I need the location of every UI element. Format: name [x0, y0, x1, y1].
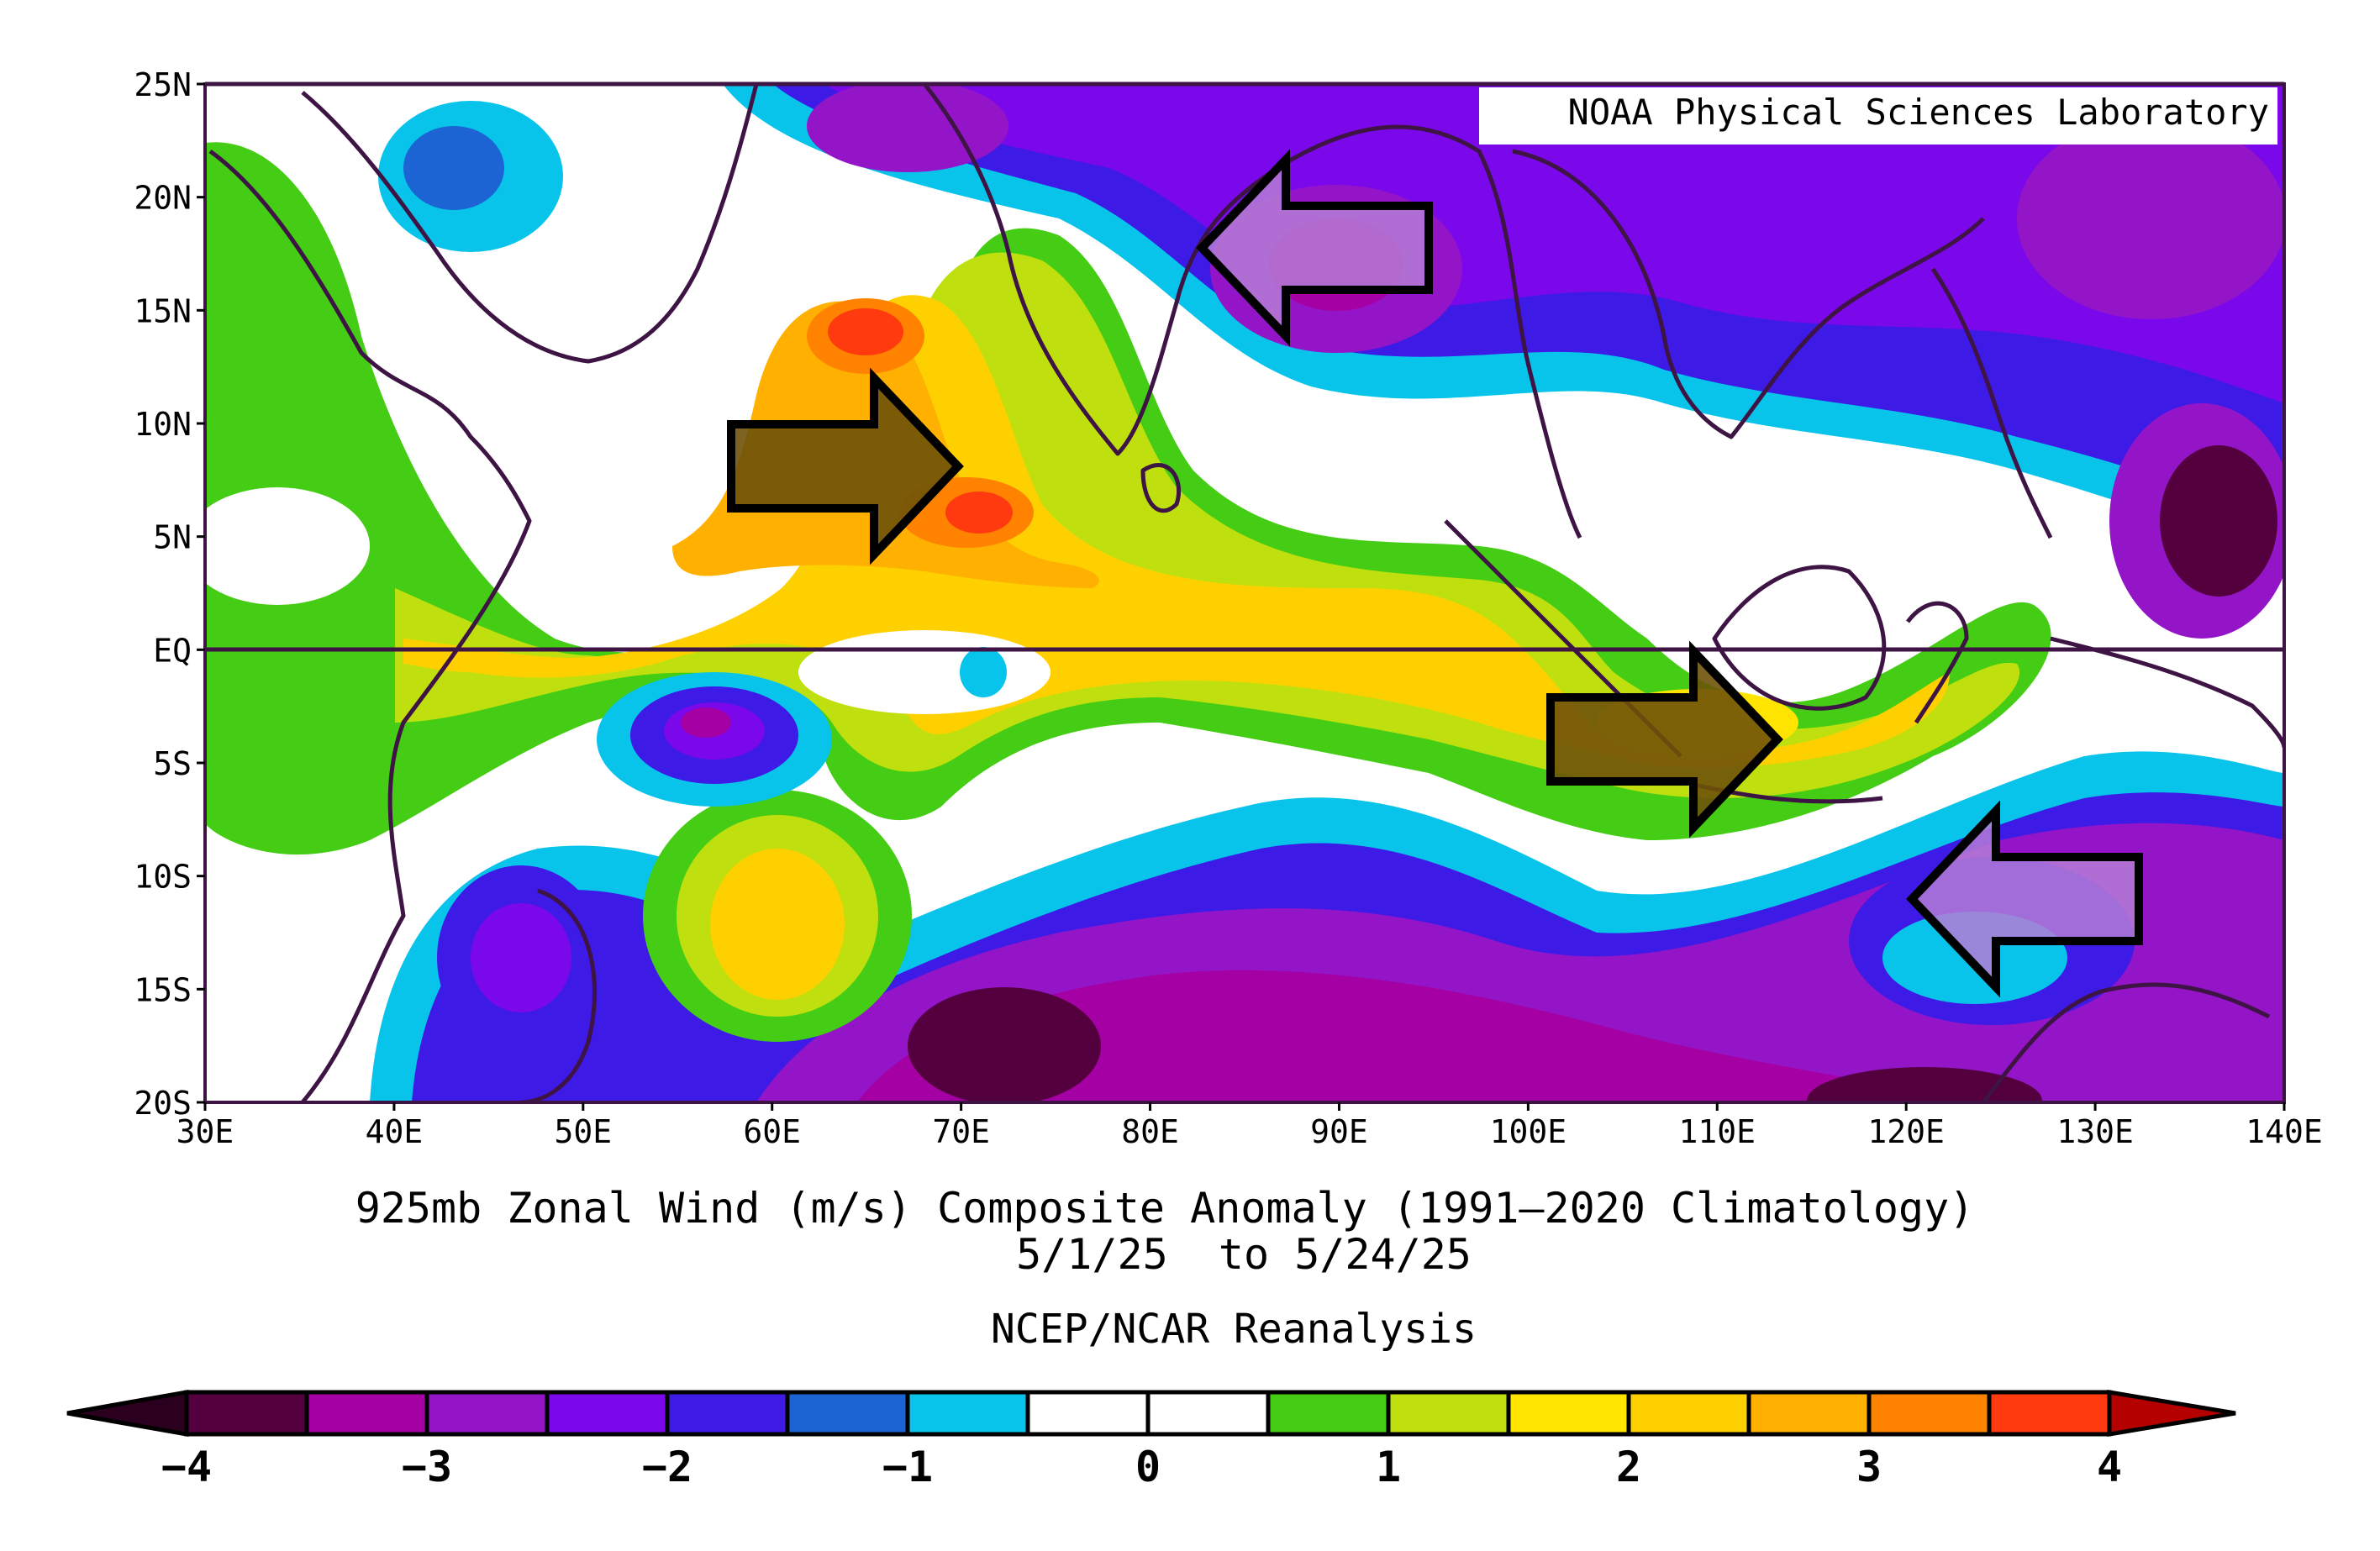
colorbar-tick-label: 1 — [1376, 1443, 1401, 1491]
colorbar-swatch — [1626, 1390, 1751, 1437]
negative-band-south-magenta — [857, 970, 1967, 1102]
longitude-tick-label: 40E — [366, 1113, 424, 1150]
colorbar-tick-label: 4 — [2097, 1443, 2122, 1491]
colorbar-swatch — [665, 1390, 790, 1437]
longitude-tick-label: 30E — [176, 1113, 234, 1150]
colorbar-tick-label: −4 — [161, 1443, 212, 1491]
latitude-tick-label: 20S — [134, 1085, 192, 1122]
coastlines — [208, 84, 2284, 1102]
colorbar-swatch — [1506, 1390, 1631, 1437]
colorbar-swatch — [1025, 1390, 1151, 1437]
colorbar-swatch — [424, 1390, 550, 1437]
zero-patch-north-sumatra — [1437, 420, 1689, 487]
negative-spot-arabia-blue — [403, 126, 504, 210]
latitude-tick-label: 5N — [153, 519, 192, 556]
negative-core-northeast — [2017, 118, 2284, 319]
negative-core-philippines-inner — [2160, 445, 2277, 597]
negative-spot-equatorial-magenta — [681, 707, 731, 738]
positive-band-yellow — [403, 295, 1950, 768]
westward-arrow-bay-of-bengal — [1196, 149, 1433, 347]
colorbar-tick-label: 3 — [1856, 1443, 1882, 1491]
latitude-tick-label: 10S — [134, 859, 192, 896]
longitude-tick-label: 60E — [743, 1113, 801, 1150]
longitude-tick-label: 140E — [2246, 1113, 2323, 1150]
positive-core-arabian-sea-2-inner — [945, 492, 1013, 534]
coast-borneo — [1712, 565, 1887, 711]
negative-spot-small-cyan — [960, 647, 1007, 697]
westward-arrow-timor-sea — [1906, 800, 2143, 998]
zero-patch-east-africa — [205, 487, 370, 605]
colorbar-swatch — [1386, 1390, 1511, 1437]
positive-core-arabian-sea-1-inner — [828, 308, 903, 355]
positive-lobe-south-yellow — [710, 849, 845, 1000]
colorbar-swatch — [1746, 1390, 1872, 1437]
colorbar-tick-label: 2 — [1616, 1443, 1641, 1491]
colorbar-swatch — [1266, 1390, 1391, 1437]
negative-core-south-2 — [1807, 1067, 2042, 1102]
eastward-arrow-arabian-sea — [727, 367, 964, 565]
latitude-tick-label: 25N — [134, 66, 192, 103]
negative-spot-mozambique-purple — [471, 903, 571, 1012]
annotation-arrows — [727, 149, 2143, 998]
coast-se-asia — [1512, 149, 1985, 439]
date-range: 5/1/25 to 5/24/25 — [1016, 1230, 1472, 1279]
latitude-labels: 25N 20N 15N 10N 5N EQ 5S 10S 15S 20S — [134, 66, 205, 1122]
colorbar-over-triangle — [2107, 1390, 2236, 1437]
longitude-tick-label: 130E — [2056, 1113, 2134, 1150]
colorbar-tick-label: −1 — [882, 1443, 933, 1491]
colorbar-swatch — [304, 1390, 429, 1437]
latitude-tick-label: EQ — [153, 632, 192, 669]
negative-core-madagascar-east — [908, 987, 1101, 1102]
coast-africa-arabia — [208, 149, 532, 1102]
latitude-tick-label: 15N — [134, 292, 192, 329]
latitude-tick-label: 15S — [134, 971, 192, 1008]
colorbar-swatch — [905, 1390, 1030, 1437]
data-source: NCEP/NCAR Reanalysis — [991, 1306, 1477, 1353]
colorbar-swatch — [1987, 1390, 2112, 1437]
coast-red-sea-arabia — [301, 84, 759, 364]
longitude-tick-label: 80E — [1121, 1113, 1179, 1150]
coast-sri-lanka — [1140, 463, 1182, 513]
coast-india — [923, 84, 1279, 456]
colorbar-swatch — [785, 1390, 910, 1437]
longitude-tick-label: 110E — [1679, 1113, 1756, 1150]
longitude-tick-label: 100E — [1490, 1113, 1567, 1150]
longitude-labels: 30E 40E 50E 60E 70E 80E 90E 100E 110E 120E 130E 140… — [176, 1102, 2323, 1150]
coast-sulawesi — [1906, 601, 1969, 724]
colorbar-swatch — [1145, 1390, 1271, 1437]
latitude-tick-label: 5S — [153, 745, 192, 782]
coast-australia — [1982, 982, 2271, 1102]
negative-core-north-1 — [807, 84, 1008, 172]
colorbar-tick-label: −3 — [402, 1443, 452, 1491]
colorbar-under-triangle — [66, 1390, 189, 1437]
colorbar-tick-label: −2 — [642, 1443, 692, 1491]
longitude-tick-label: 50E — [554, 1113, 612, 1150]
coast-bay-of-bengal-east — [1276, 124, 1582, 539]
figure-title: 925mb Zonal Wind (m/s) Composite Anomaly… — [355, 1184, 1975, 1233]
colorbar — [66, 1390, 2236, 1437]
anomaly-field — [205, 84, 2284, 1102]
longitude-tick-label: 90E — [1310, 1113, 1368, 1150]
latitude-tick-label: 10N — [134, 406, 192, 443]
longitude-tick-label: 120E — [1867, 1113, 1945, 1150]
watermark-box — [1479, 87, 2277, 145]
coast-philippines — [1930, 267, 2053, 539]
negative-band-north-purple — [824, 84, 2284, 403]
coast-madagascar — [520, 888, 597, 1102]
zero-patch-equatorial — [798, 630, 1050, 714]
colorbar-swatch — [545, 1390, 670, 1437]
positive-band-lime — [395, 252, 2020, 798]
colorbar-tick-label: 0 — [1135, 1443, 1161, 1491]
colorbar-swatch — [1867, 1390, 1992, 1437]
eastward-arrow-java-sea — [1546, 640, 1783, 839]
longitude-tick-label: 70E — [932, 1113, 990, 1150]
watermark-text: NOAA Physical Sciences Laboratory — [1568, 92, 2269, 133]
colorbar-swatch — [184, 1390, 309, 1437]
latitude-tick-label: 20N — [134, 180, 192, 217]
colorbar-labels: −4 −3 −2 −1 0 1 2 3 4 — [161, 1443, 2122, 1491]
